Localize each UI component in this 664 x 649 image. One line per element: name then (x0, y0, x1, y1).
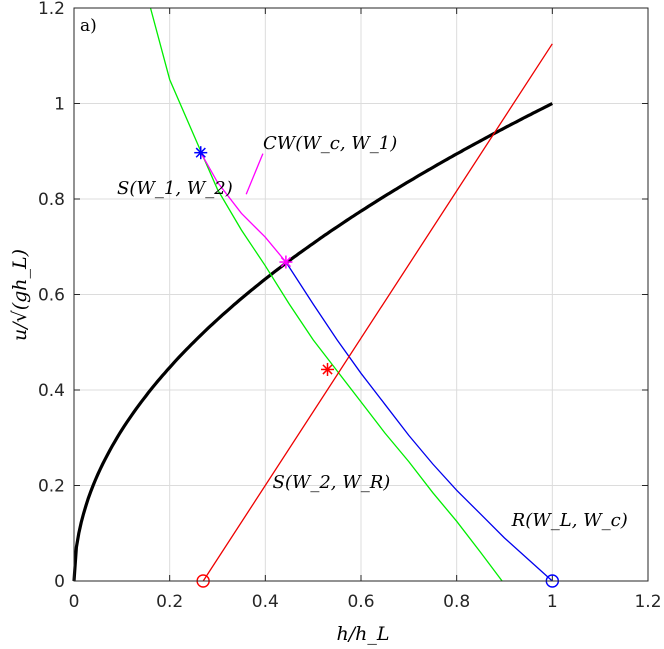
shock-curve-w1-w2 (149, 7, 503, 582)
curves (72, 7, 554, 582)
y-tick-label: 1.2 (38, 0, 65, 19)
rarefaction-curve-wl-wc (285, 261, 553, 582)
plot-frame (73, 7, 649, 582)
contact-curve-wc-w1 (200, 152, 287, 263)
asterisk-marker (321, 362, 335, 376)
y-tick-label: 0.6 (38, 286, 65, 306)
critical-curve (72, 102, 554, 582)
y-axis-label: u/√(gh_L) (9, 249, 31, 341)
y-tick-label: 0 (54, 572, 65, 592)
shock-curve-w2-wr (202, 43, 553, 582)
x-tick-labels: 0 0.2 0.4 0.6 0.8 1 1.2 (69, 592, 662, 612)
annotation-cw-wc-w1: CW(W_c, W_1) (263, 133, 397, 154)
grid-lines (73, 7, 649, 582)
x-tick-label: 0.8 (443, 592, 470, 612)
annotation-s-w1-w2: S(W_1, W_2) (117, 178, 233, 199)
x-tick-label: 1 (547, 592, 558, 612)
y-tick-label: 0.2 (38, 477, 65, 497)
asterisk-marker (279, 255, 293, 269)
asterisk-stroke (322, 364, 333, 375)
x-tick-label: 0.2 (156, 592, 183, 612)
markers (194, 146, 560, 588)
annotation-r-wl-wc: R(W_L, W_c) (511, 510, 628, 531)
y-tick-labels: 0 0.2 0.4 0.6 0.8 1 1.2 (38, 0, 65, 592)
x-axis-label: h/h_L (337, 623, 390, 645)
x-tick-label: 0.4 (252, 592, 279, 612)
x-tick-label: 0.6 (347, 592, 374, 612)
asterisk-marker (194, 146, 208, 160)
annotation-leader (245, 153, 264, 195)
asterisk-stroke (280, 256, 292, 268)
y-tick-label: 0.8 (38, 190, 65, 210)
asterisk-stroke (195, 147, 206, 158)
y-tick-label: 1 (54, 95, 65, 115)
annotation-leaders (245, 153, 264, 195)
panel-label: a) (80, 16, 97, 36)
annotation-s-w2-wr: S(W_2, W_R) (273, 472, 391, 493)
x-tick-label: 1.2 (634, 592, 661, 612)
x-tick-label: 0 (69, 592, 80, 612)
y-tick-label: 0.4 (38, 381, 65, 401)
